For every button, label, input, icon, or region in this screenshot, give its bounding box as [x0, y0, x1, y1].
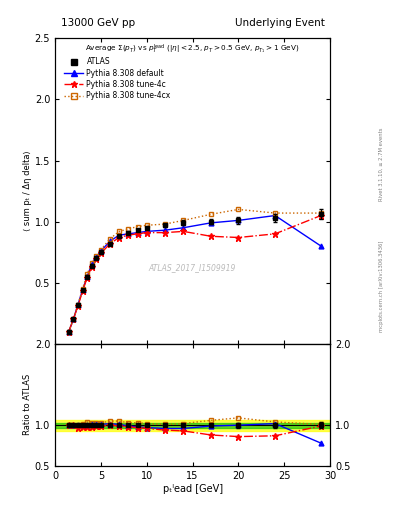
Bar: [55, 419, 330, 431]
Y-axis label: Ratio to ATLAS: Ratio to ATLAS: [23, 374, 32, 436]
Bar: [55, 423, 330, 428]
Text: Rivet 3.1.10, ≥ 2.7M events: Rivet 3.1.10, ≥ 2.7M events: [379, 127, 384, 201]
Text: Average $\Sigma(p_T)$ vs $p_T^{\rm lead}$ ($|\eta| < 2.5$, $p_T > 0.5$ GeV, $p_{: Average $\Sigma(p_T)$ vs $p_T^{\rm lead}…: [85, 43, 300, 56]
Legend: ATLAS, Pythia 8.308 default, Pythia 8.308 tune-4c, Pythia 8.308 tune-4cx: ATLAS, Pythia 8.308 default, Pythia 8.30…: [64, 57, 171, 100]
Text: ATLAS_2017_I1509919: ATLAS_2017_I1509919: [149, 263, 236, 272]
Text: mcplots.cern.ch [arXiv:1306.3436]: mcplots.cern.ch [arXiv:1306.3436]: [379, 241, 384, 332]
Y-axis label: ⟨ sum pₜ / Δη delta⟩: ⟨ sum pₜ / Δη delta⟩: [23, 151, 32, 231]
Text: Underlying Event: Underlying Event: [235, 18, 325, 28]
X-axis label: pₜˡead [GeV]: pₜˡead [GeV]: [163, 483, 222, 494]
Text: 13000 GeV pp: 13000 GeV pp: [61, 18, 135, 28]
